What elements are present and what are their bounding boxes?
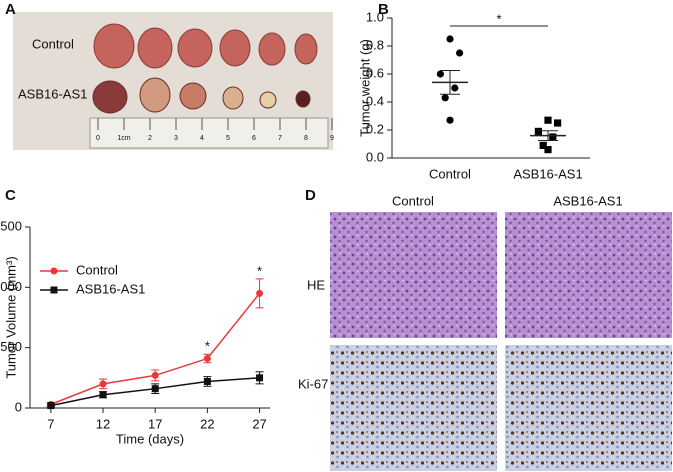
point bbox=[99, 380, 107, 388]
y-tick-label: 0.6 bbox=[366, 65, 384, 80]
panel-label: B bbox=[378, 1, 389, 18]
significance-label: * bbox=[257, 263, 262, 278]
he-image bbox=[330, 212, 497, 338]
legend-label: Control bbox=[76, 262, 118, 277]
row-label: ASB16-AS1 bbox=[18, 86, 87, 101]
point bbox=[441, 94, 449, 102]
ruler-label: 4 bbox=[200, 135, 204, 142]
y-tick-label: 0.0 bbox=[366, 149, 384, 164]
point bbox=[47, 402, 55, 410]
point bbox=[544, 116, 552, 124]
column-label: Control bbox=[392, 193, 434, 208]
point bbox=[256, 374, 264, 382]
row-label: Control bbox=[32, 36, 74, 51]
x-tick-label: ASB16-AS1 bbox=[513, 166, 582, 181]
y-tick-label: 500 bbox=[0, 339, 22, 354]
point bbox=[99, 391, 107, 399]
row-label: HE bbox=[307, 277, 325, 292]
point bbox=[554, 119, 562, 127]
point bbox=[446, 35, 454, 43]
column-label: ASB16-AS1 bbox=[553, 193, 622, 208]
x-tick-label: 17 bbox=[148, 416, 162, 431]
y-tick-label: 1500 bbox=[0, 218, 22, 233]
x-tick-label: 7 bbox=[47, 416, 54, 431]
ruler-label: 2 bbox=[148, 135, 152, 142]
y-tick-label: 0.4 bbox=[366, 93, 384, 108]
point bbox=[549, 133, 557, 141]
ruler-label: 0 bbox=[96, 135, 100, 142]
y-axis-label: Tumor weight (g) bbox=[357, 39, 372, 137]
point bbox=[446, 116, 454, 124]
panel-label: D bbox=[305, 187, 316, 204]
point bbox=[256, 289, 264, 297]
x-tick-label: 27 bbox=[252, 416, 266, 431]
row-label: Ki-67 bbox=[298, 376, 328, 391]
y-tick-label: 1000 bbox=[0, 279, 22, 294]
significance-label: * bbox=[496, 11, 501, 26]
ruler-label: 9 bbox=[330, 135, 334, 142]
x-tick-label: 12 bbox=[96, 416, 110, 431]
point bbox=[436, 70, 444, 78]
ruler-label: 7 bbox=[278, 135, 282, 142]
panel-label: A bbox=[5, 1, 16, 18]
point bbox=[534, 127, 542, 135]
y-tick-label: 0.8 bbox=[366, 37, 384, 52]
x-tick-label: 22 bbox=[200, 416, 214, 431]
x-tick-label: Control bbox=[429, 166, 471, 181]
point bbox=[151, 371, 159, 379]
point bbox=[50, 267, 58, 275]
panel-label: C bbox=[5, 187, 16, 204]
y-tick-label: 0 bbox=[15, 399, 22, 414]
he-image bbox=[505, 212, 672, 338]
ruler-label: 5 bbox=[226, 135, 230, 142]
ruler-label: 8 bbox=[304, 135, 308, 142]
point bbox=[544, 146, 552, 154]
point bbox=[50, 286, 58, 294]
point bbox=[203, 355, 211, 363]
point bbox=[151, 385, 159, 393]
tumor-photo: A Control ASB16-AS1 bbox=[5, 1, 333, 150]
ruler-label: 1cm bbox=[117, 135, 130, 142]
point bbox=[451, 84, 459, 92]
point bbox=[539, 141, 547, 149]
y-tick-label: 0.2 bbox=[366, 121, 384, 136]
ruler-label: 6 bbox=[252, 135, 256, 142]
ki67-image bbox=[505, 345, 672, 471]
ki67-image bbox=[330, 345, 497, 471]
point bbox=[203, 377, 211, 385]
legend-label: ASB16-AS1 bbox=[76, 281, 145, 296]
y-axis-label: Tumor Volume (mm³) bbox=[3, 256, 18, 378]
histology: Control ASB16-AS1 HE Ki-67 bbox=[298, 193, 672, 471]
significance-label: * bbox=[205, 339, 210, 354]
point bbox=[456, 49, 464, 57]
y-tick-label: 1.0 bbox=[366, 9, 384, 24]
ruler-label: 3 bbox=[174, 135, 178, 142]
ruler bbox=[89, 117, 329, 149]
x-axis-label: Time (days) bbox=[116, 431, 184, 446]
